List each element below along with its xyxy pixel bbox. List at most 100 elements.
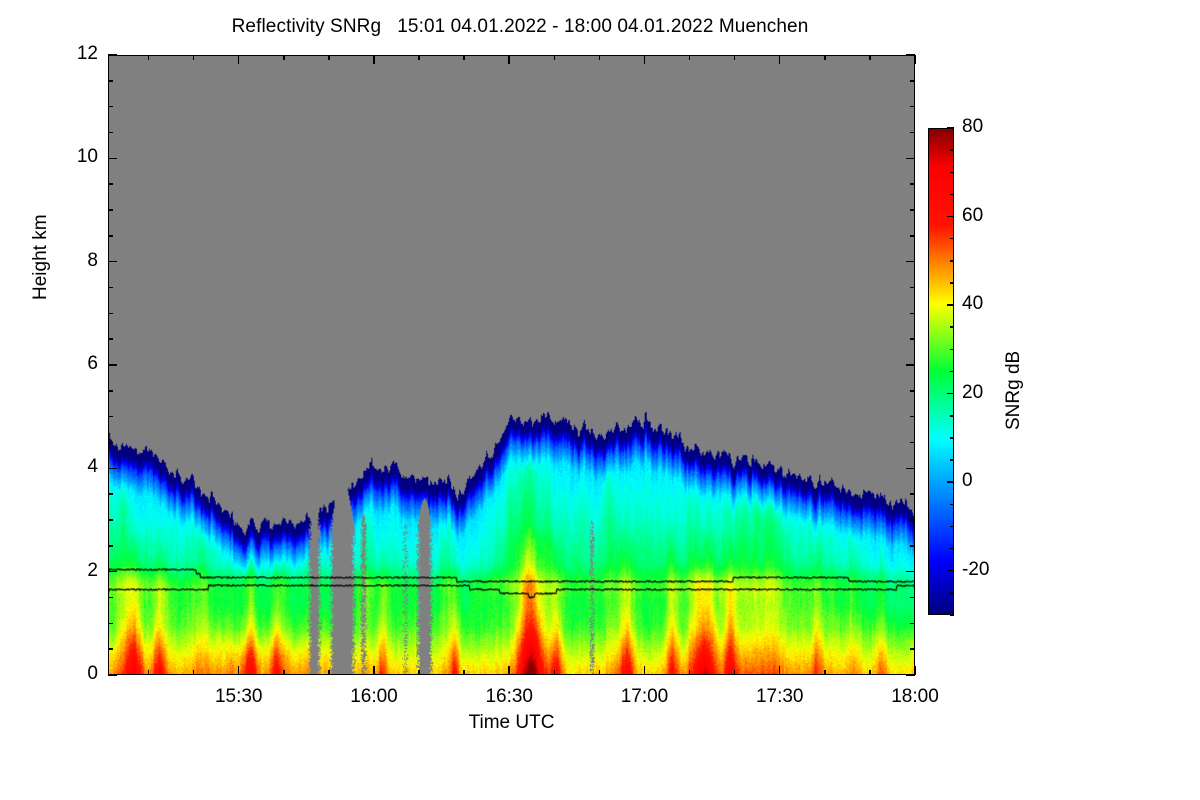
x-tick-minor (192, 670, 195, 675)
y-tick-minor (108, 415, 113, 418)
x-tick-mark (373, 666, 375, 675)
x-tick-minor (869, 670, 871, 675)
page-title: Reflectivity SNRg 15:01 04.01.2022 - 18:… (231, 16, 809, 37)
y-tick-mark (108, 570, 117, 573)
y-tick-label: 4 (87, 456, 98, 478)
y-tick-minor-right (910, 622, 915, 625)
y-tick-mark-right (906, 674, 915, 676)
y-tick-minor-right (910, 338, 915, 340)
y-tick-minor (108, 338, 113, 340)
x-tick-minor-top (328, 55, 330, 60)
colorbar-tick-minor (950, 614, 954, 616)
x-tick-label: 16:00 (350, 686, 398, 707)
colorbar-tick-minor (950, 282, 954, 284)
x-tick-minor (328, 670, 330, 675)
y-tick-minor (108, 648, 113, 650)
y-tick-mark-right (906, 260, 915, 263)
colorbar-tick-minor (950, 348, 954, 351)
colorbar-tick-minor (950, 459, 954, 461)
reflectivity-heatmap (109, 56, 914, 674)
y-tick-minor (108, 209, 113, 211)
colorbar-tick-mark (947, 304, 954, 306)
y-tick-minor-right (910, 545, 915, 547)
colorbar-tick-minor (950, 592, 954, 594)
x-tick-minor (688, 670, 691, 675)
y-tick-minor (108, 80, 113, 82)
y-tick-mark-right (906, 467, 915, 470)
colorbar-tick-label: 40 (962, 293, 984, 315)
colorbar-tick-label: -20 (962, 558, 990, 580)
x-axis-label: Time UTC (468, 712, 555, 733)
x-tick-minor (598, 670, 601, 675)
x-tick-label: 16:30 (485, 686, 533, 707)
x-tick-minor (463, 670, 465, 675)
y-tick-label: 10 (76, 146, 98, 168)
colorbar-tick-minor (950, 370, 954, 373)
colorbar-tick-mark (947, 127, 954, 129)
x-tick-mark-top (643, 55, 646, 64)
y-tick-minor-right (910, 105, 915, 108)
colorbar-tick-mark (947, 481, 954, 483)
colorbar-tick-minor (950, 503, 954, 506)
colorbar-tick-minor (950, 193, 954, 196)
y-tick-minor-right (910, 131, 915, 134)
x-tick-minor-top (598, 55, 601, 60)
x-tick-mark-top (778, 55, 781, 64)
y-tick-label: 2 (87, 559, 98, 581)
x-tick-label: 17:00 (620, 686, 669, 707)
y-tick-minor-right (910, 235, 915, 237)
colorbar-tick-minor (950, 437, 954, 439)
y-tick-mark-right (906, 157, 915, 160)
x-tick-label: 15:30 (214, 686, 263, 707)
y-tick-minor (108, 105, 113, 108)
y-tick-mark-right (906, 364, 915, 366)
x-tick-minor-top (283, 55, 285, 60)
y-tick-minor (108, 622, 113, 625)
y-tick-mark-right (906, 54, 915, 56)
y-tick-label: 0 (87, 663, 98, 684)
x-tick-mark (778, 666, 781, 675)
x-tick-mark (643, 666, 646, 675)
x-tick-minor (733, 670, 736, 675)
x-tick-mark-top (237, 55, 240, 64)
y-tick-minor-right (910, 596, 915, 599)
y-tick-minor (108, 493, 113, 495)
x-tick-mark (914, 666, 916, 675)
y-tick-label: 8 (87, 249, 98, 271)
colorbar-tick-mark (947, 392, 954, 395)
y-tick-mark (108, 674, 117, 676)
y-tick-label: 12 (76, 43, 98, 64)
x-tick-minor-top (463, 55, 465, 60)
colorbar-tick-minor (950, 260, 954, 262)
x-tick-minor (418, 670, 420, 675)
colorbar-tick-minor (950, 326, 954, 328)
colorbar-tick-mark (947, 215, 954, 218)
x-tick-mark (508, 666, 510, 675)
x-tick-label: 17:30 (755, 686, 804, 707)
y-tick-minor (108, 545, 113, 547)
x-tick-minor (283, 670, 285, 675)
x-tick-minor-top (553, 55, 556, 60)
colorbar-tick-minor (950, 547, 954, 550)
colorbar (928, 128, 954, 615)
y-tick-minor (108, 596, 113, 599)
x-tick-minor (553, 670, 556, 675)
y-tick-minor (108, 519, 113, 521)
colorbar-tick-minor (950, 525, 954, 528)
y-tick-minor (108, 390, 113, 392)
y-tick-mark (108, 364, 117, 366)
y-tick-minor-right (910, 648, 915, 650)
colorbar-gradient (929, 129, 953, 614)
x-tick-minor-top (824, 55, 826, 60)
y-tick-label: 6 (87, 353, 98, 374)
y-tick-minor-right (910, 286, 915, 289)
colorbar-tick-minor (950, 149, 954, 151)
y-tick-minor-right (910, 519, 915, 521)
y-tick-mark (108, 260, 117, 263)
y-tick-minor (108, 235, 113, 237)
x-tick-minor-top (688, 55, 691, 60)
colorbar-tick-mark (947, 569, 954, 572)
plot-area (108, 55, 915, 675)
y-tick-minor (108, 286, 113, 289)
